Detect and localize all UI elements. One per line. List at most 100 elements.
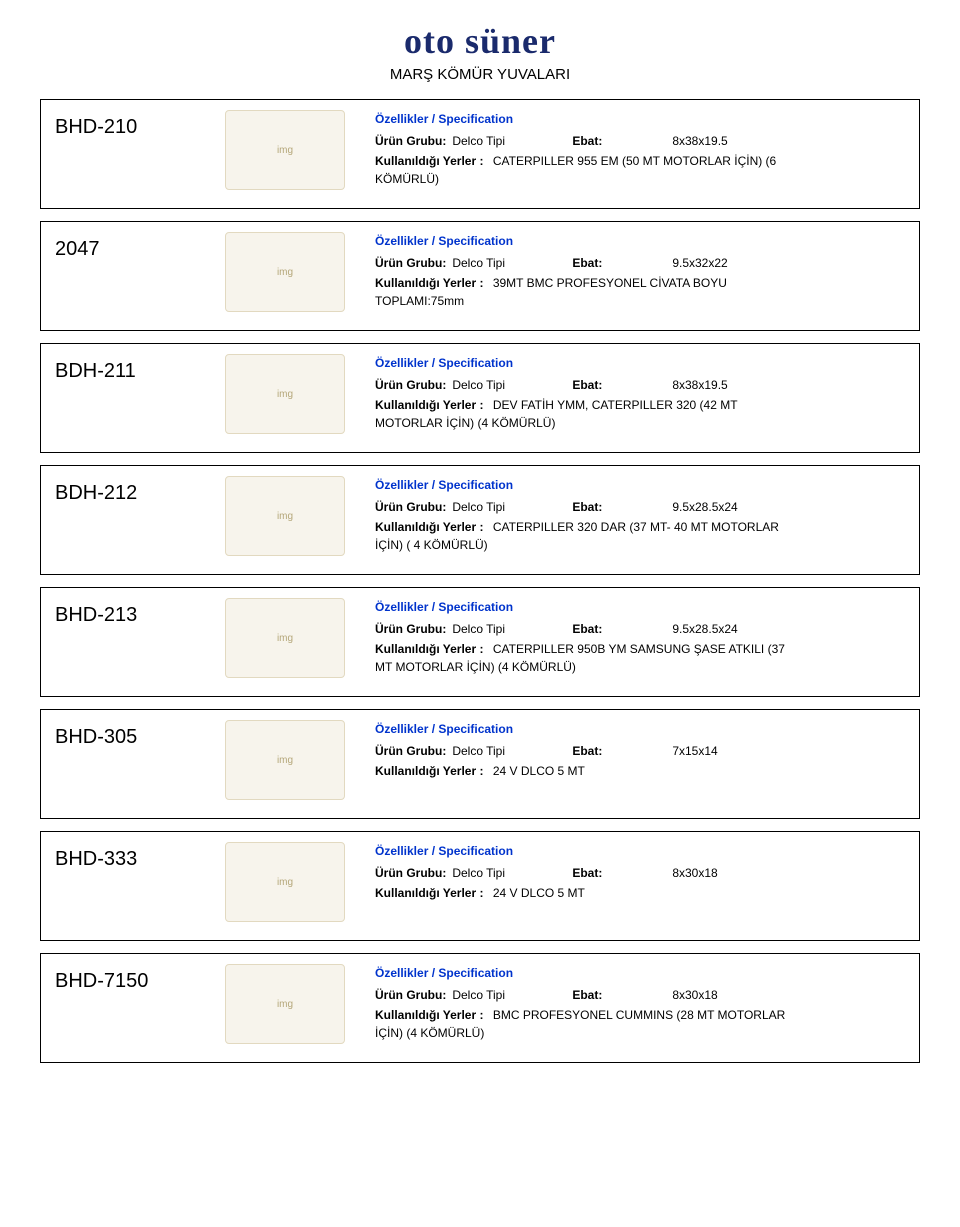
group-label: Ürün Grubu: <box>375 986 446 1004</box>
product-row: BDH-211 img Özellikler / Specification Ü… <box>40 343 920 453</box>
product-image: img <box>205 476 365 556</box>
ebat-label: Ebat: <box>572 132 602 150</box>
group-label: Ürün Grubu: <box>375 254 446 272</box>
spec-block: Özellikler / Specification Ürün Grubu: D… <box>365 964 905 1042</box>
group-value: Delco Tipi <box>452 864 572 882</box>
usage-label: Kullanıldığı Yerler : <box>375 642 483 656</box>
ebat-label: Ebat: <box>572 620 602 638</box>
image-placeholder: img <box>225 232 345 312</box>
usage-text-cont: MT MOTORLAR İÇİN) (4 KÖMÜRLÜ) <box>375 658 905 676</box>
usage-label: Kullanıldığı Yerler : <box>375 276 483 290</box>
spec-block: Özellikler / Specification Ürün Grubu: D… <box>365 598 905 676</box>
product-code: BHD-213 <box>55 598 205 627</box>
spec-block: Özellikler / Specification Ürün Grubu: D… <box>365 110 905 188</box>
group-value: Delco Tipi <box>452 132 572 150</box>
group-value: Delco Tipi <box>452 376 572 394</box>
image-placeholder: img <box>225 354 345 434</box>
group-value: Delco Tipi <box>452 742 572 760</box>
brand-logo: oto süner <box>40 20 920 62</box>
usage-label: Kullanıldığı Yerler : <box>375 520 483 534</box>
product-row: BHD-7150 img Özellikler / Specification … <box>40 953 920 1063</box>
usage-label: Kullanıldığı Yerler : <box>375 1008 483 1022</box>
usage-text-cont: İÇİN) ( 4 KÖMÜRLÜ) <box>375 536 905 554</box>
group-value: Delco Tipi <box>452 620 572 638</box>
product-image: img <box>205 598 365 678</box>
ebat-label: Ebat: <box>572 498 602 516</box>
ebat-label: Ebat: <box>572 986 602 1004</box>
product-image: img <box>205 110 365 190</box>
usage-text: BMC PROFESYONEL CUMMINS (28 MT MOTORLAR <box>493 1008 785 1022</box>
spec-header: Özellikler / Specification <box>375 476 905 494</box>
usage-label: Kullanıldığı Yerler : <box>375 398 483 412</box>
image-placeholder: img <box>225 720 345 800</box>
spec-header: Özellikler / Specification <box>375 354 905 372</box>
ebat-value: 8x30x18 <box>672 986 717 1004</box>
usage-text: DEV FATİH YMM, CATERPILLER 320 (42 MT <box>493 398 738 412</box>
product-row: BHD-333 img Özellikler / Specification Ü… <box>40 831 920 941</box>
product-code: BDH-211 <box>55 354 205 383</box>
spec-header: Özellikler / Specification <box>375 598 905 616</box>
product-row: BHD-305 img Özellikler / Specification Ü… <box>40 709 920 819</box>
ebat-label: Ebat: <box>572 864 602 882</box>
spec-block: Özellikler / Specification Ürün Grubu: D… <box>365 232 905 310</box>
product-code: BHD-7150 <box>55 964 205 993</box>
ebat-value: 9.5x28.5x24 <box>672 498 737 516</box>
usage-text-cont: MOTORLAR İÇİN) (4 KÖMÜRLÜ) <box>375 414 905 432</box>
ebat-value: 9.5x32x22 <box>672 254 727 272</box>
image-placeholder: img <box>225 842 345 922</box>
product-row: BHD-213 img Özellikler / Specification Ü… <box>40 587 920 697</box>
spec-block: Özellikler / Specification Ürün Grubu: D… <box>365 354 905 432</box>
spec-block: Özellikler / Specification Ürün Grubu: D… <box>365 842 905 902</box>
product-code: 2047 <box>55 232 205 261</box>
product-row: 2047 img Özellikler / Specification Ürün… <box>40 221 920 331</box>
product-image: img <box>205 720 365 800</box>
usage-label: Kullanıldığı Yerler : <box>375 154 483 168</box>
ebat-value: 8x38x19.5 <box>672 132 727 150</box>
usage-label: Kullanıldığı Yerler : <box>375 886 483 900</box>
usage-text: 24 V DLCO 5 MT <box>493 886 585 900</box>
group-value: Delco Tipi <box>452 254 572 272</box>
usage-text: 24 V DLCO 5 MT <box>493 764 585 778</box>
spec-header: Özellikler / Specification <box>375 964 905 982</box>
product-code: BHD-333 <box>55 842 205 871</box>
ebat-label: Ebat: <box>572 376 602 394</box>
group-label: Ürün Grubu: <box>375 742 446 760</box>
product-image: img <box>205 842 365 922</box>
product-row: BHD-210 img Özellikler / Specification Ü… <box>40 99 920 209</box>
image-placeholder: img <box>225 598 345 678</box>
spec-header: Özellikler / Specification <box>375 110 905 128</box>
group-label: Ürün Grubu: <box>375 132 446 150</box>
ebat-value: 9.5x28.5x24 <box>672 620 737 638</box>
ebat-value: 7x15x14 <box>672 742 717 760</box>
spec-header: Özellikler / Specification <box>375 232 905 250</box>
group-label: Ürün Grubu: <box>375 498 446 516</box>
ebat-label: Ebat: <box>572 254 602 272</box>
group-value: Delco Tipi <box>452 986 572 1004</box>
image-placeholder: img <box>225 476 345 556</box>
product-image: img <box>205 354 365 434</box>
product-code: BHD-305 <box>55 720 205 749</box>
group-label: Ürün Grubu: <box>375 864 446 882</box>
ebat-value: 8x30x18 <box>672 864 717 882</box>
spec-header: Özellikler / Specification <box>375 720 905 738</box>
group-label: Ürün Grubu: <box>375 620 446 638</box>
image-placeholder: img <box>225 110 345 190</box>
group-value: Delco Tipi <box>452 498 572 516</box>
usage-label: Kullanıldığı Yerler : <box>375 764 483 778</box>
usage-text-cont: İÇİN) (4 KÖMÜRLÜ) <box>375 1024 905 1042</box>
usage-text-cont: TOPLAMI:75mm <box>375 292 905 310</box>
group-label: Ürün Grubu: <box>375 376 446 394</box>
usage-text: CATERPILLER 955 EM (50 MT MOTORLAR İÇİN)… <box>493 154 776 168</box>
usage-text: CATERPILLER 320 DAR (37 MT- 40 MT MOTORL… <box>493 520 779 534</box>
product-code: BDH-212 <box>55 476 205 505</box>
spec-header: Özellikler / Specification <box>375 842 905 860</box>
product-code: BHD-210 <box>55 110 205 139</box>
product-row: BDH-212 img Özellikler / Specification Ü… <box>40 465 920 575</box>
spec-block: Özellikler / Specification Ürün Grubu: D… <box>365 476 905 554</box>
usage-text-cont: KÖMÜRLÜ) <box>375 170 905 188</box>
usage-text: CATERPILLER 950B YM SAMSUNG ŞASE ATKILI … <box>493 642 785 656</box>
usage-text: 39MT BMC PROFESYONEL CİVATA BOYU <box>493 276 727 290</box>
product-image: img <box>205 232 365 312</box>
spec-block: Özellikler / Specification Ürün Grubu: D… <box>365 720 905 780</box>
product-image: img <box>205 964 365 1044</box>
